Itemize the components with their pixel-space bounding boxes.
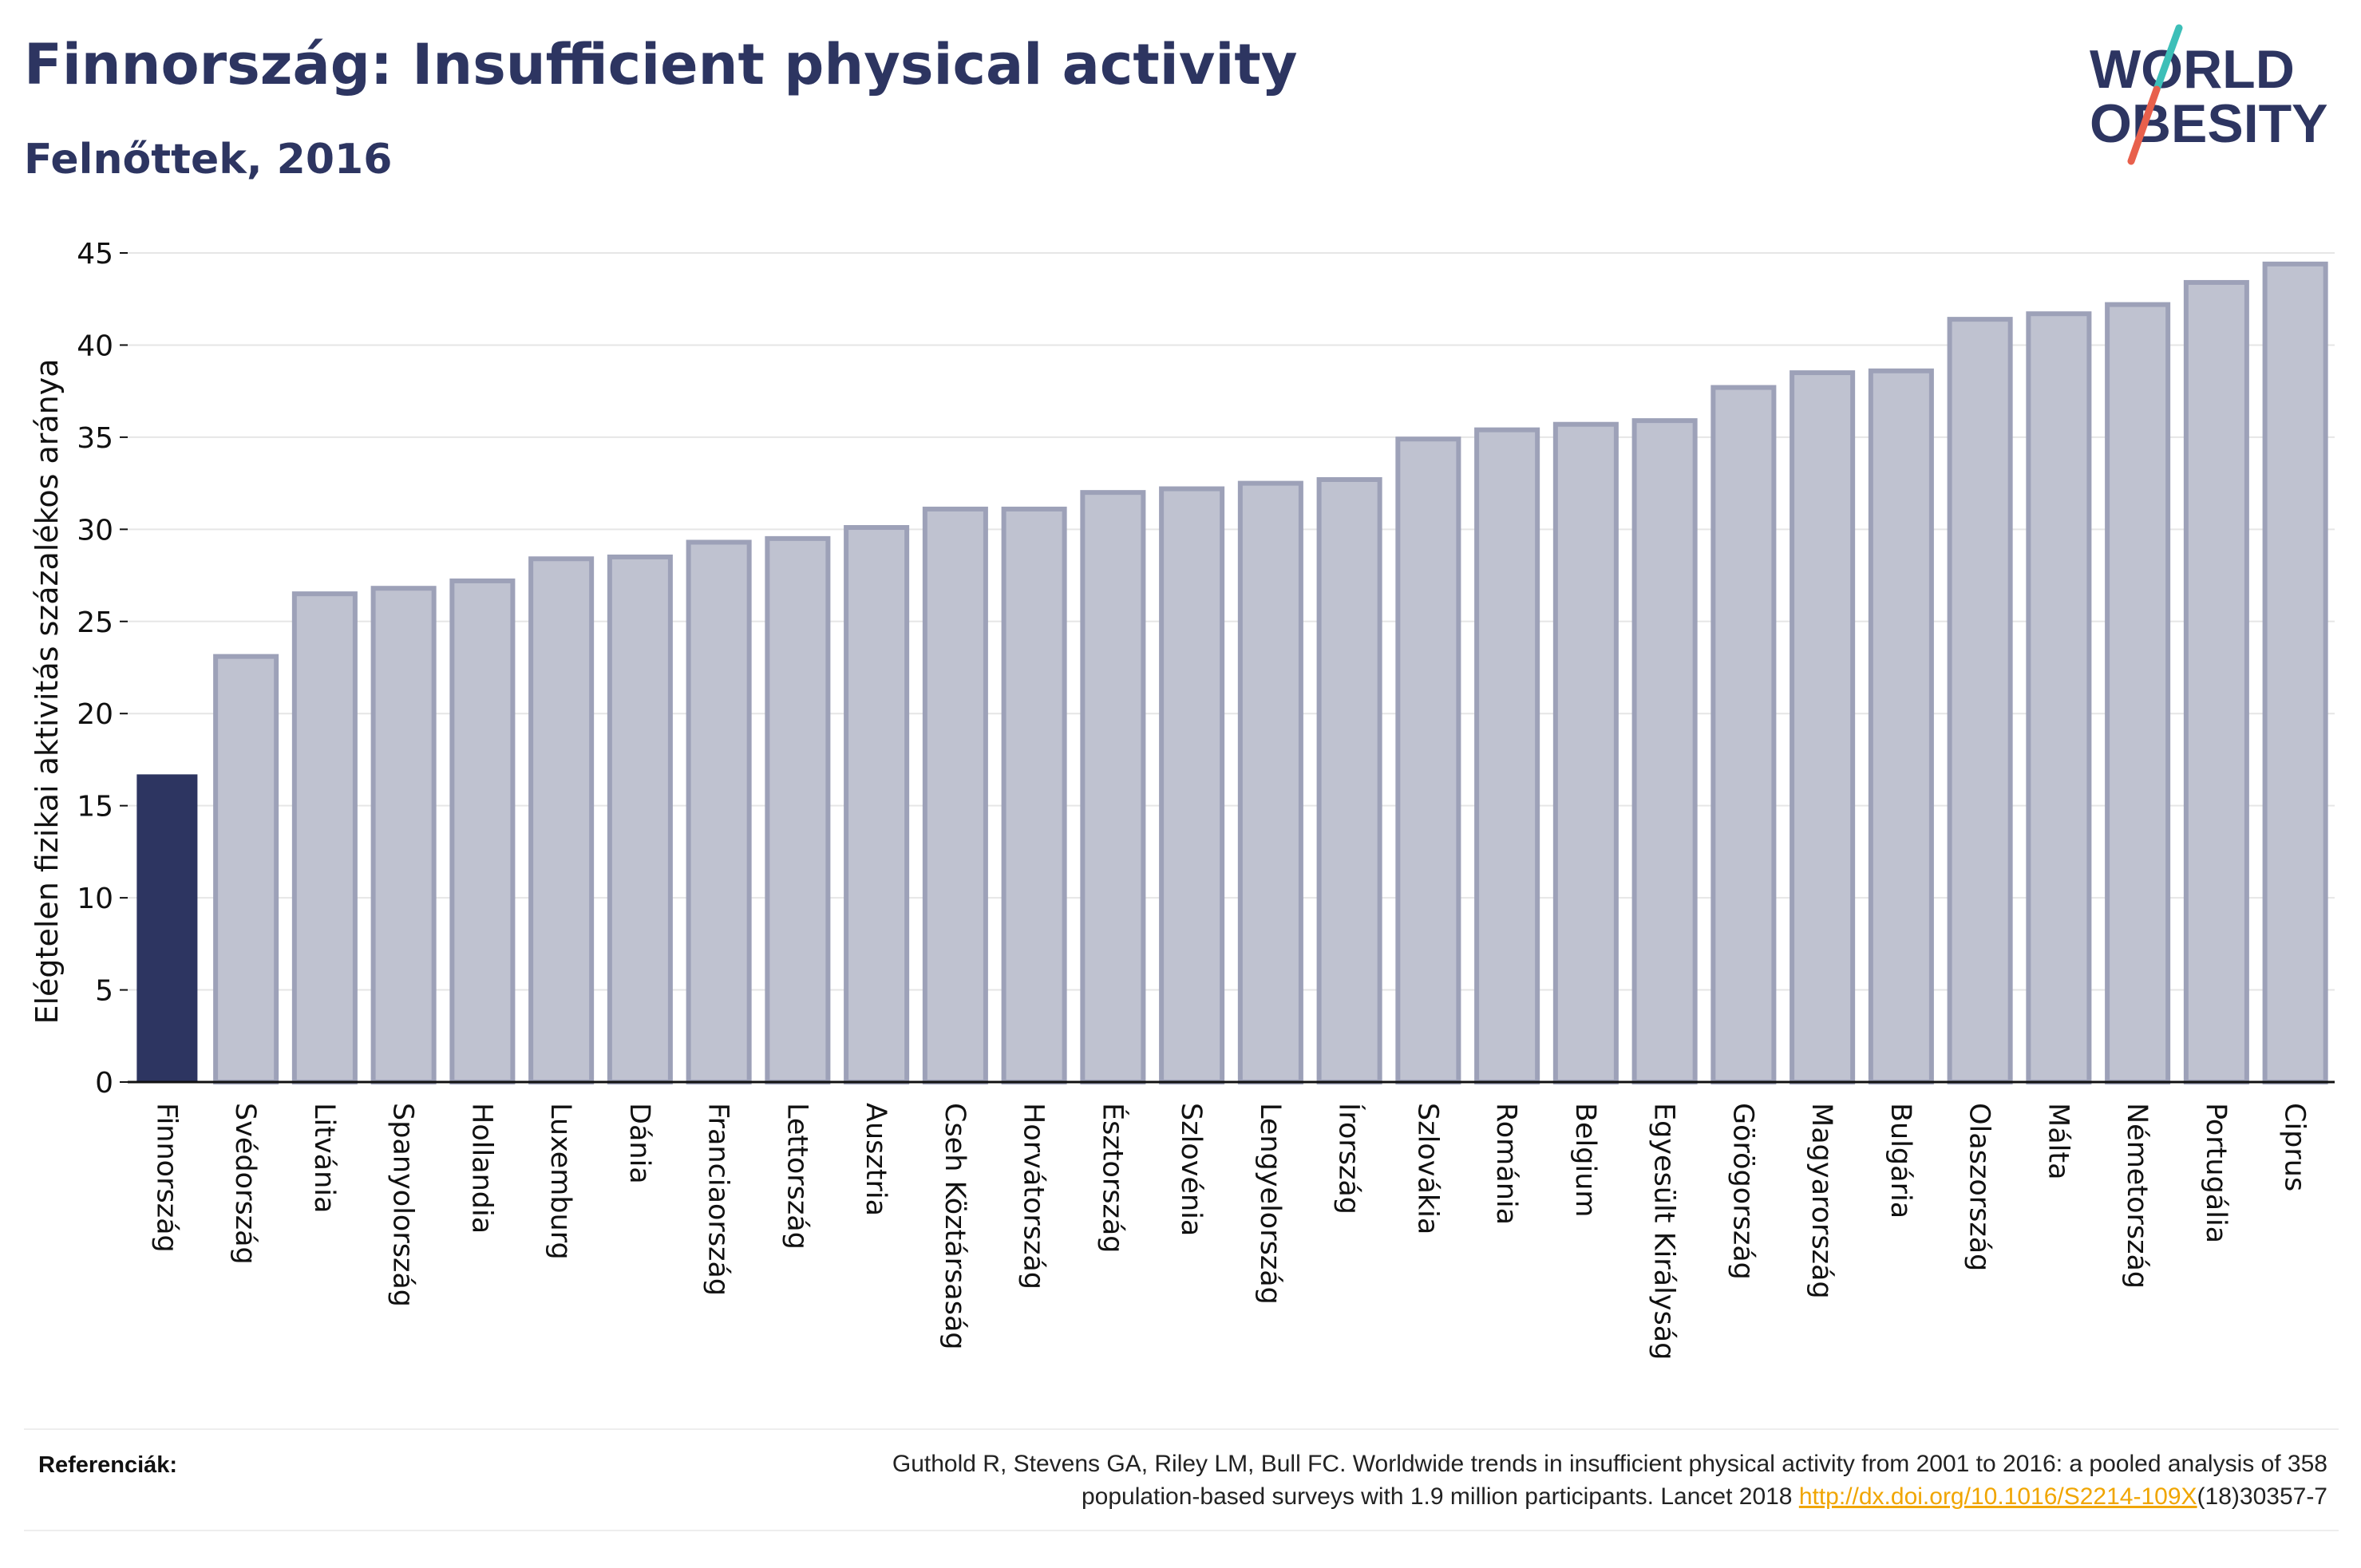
bar	[1001, 506, 1067, 1084]
bar	[686, 539, 752, 1084]
x-tick-label: Észtország	[1096, 1103, 1129, 1254]
bar	[1080, 490, 1146, 1084]
y-tick-label: 30	[77, 514, 113, 547]
reference-line-1: Guthold R, Stevens GA, Riley LM, Bull FC…	[892, 1451, 2327, 1477]
bar	[370, 586, 437, 1084]
y-tick-label: 5	[95, 975, 113, 1008]
logo-text-world: WORLD	[2090, 39, 2295, 100]
bars	[136, 261, 2328, 1085]
y-tick-label: 0	[95, 1067, 113, 1100]
bar	[922, 506, 988, 1084]
bar	[2105, 302, 2171, 1085]
x-tick-label: Franciaország	[702, 1103, 734, 1296]
bar	[1868, 368, 1934, 1085]
x-tick-label: Magyarország	[1805, 1103, 1837, 1299]
bar	[1552, 421, 1619, 1084]
x-tick-label: Finnország	[150, 1103, 182, 1253]
x-tick-label: Horvátország	[1018, 1103, 1050, 1290]
x-tick-label: Portugália	[2200, 1103, 2232, 1243]
bar	[291, 591, 358, 1084]
bar	[1395, 436, 1461, 1085]
x-tick-label: Bulgária	[1884, 1103, 1916, 1218]
y-tick-label: 25	[77, 606, 113, 639]
bar	[1316, 476, 1382, 1084]
x-tick-label: Dánia	[623, 1103, 655, 1184]
bar	[844, 525, 910, 1085]
references-label: Referenciák:	[38, 1452, 178, 1478]
x-tick-label: Lengyelország	[1254, 1103, 1286, 1305]
x-axis-labels: Finnország Svédország Litvánia Spanyolorszá…	[150, 1103, 2310, 1360]
bar	[1947, 317, 2013, 1084]
x-tick-label: Szlovénia	[1175, 1103, 1207, 1236]
bar	[607, 554, 673, 1084]
y-axis-ticks: 0 5 10 15 20 25 30 35 40 45	[77, 238, 128, 1100]
bar	[449, 578, 516, 1084]
chart-title: Finnország: Insufficient physical activi…	[24, 32, 1298, 97]
chart-subtitle: Felnőttek, 2016	[24, 136, 393, 184]
bar	[136, 774, 198, 1082]
bar	[1159, 486, 1225, 1084]
x-tick-label: Lettország	[781, 1103, 813, 1250]
x-tick-label: Málta	[2042, 1103, 2074, 1180]
references-footer: Referenciák: Guthold R, Stevens GA, Rile…	[24, 1428, 2339, 1531]
x-tick-label: Litvánia	[308, 1103, 340, 1213]
bar	[213, 654, 279, 1084]
y-tick-label: 10	[77, 883, 113, 915]
logo-slash-bottom	[2127, 85, 2161, 165]
y-tick-label: 45	[77, 238, 113, 271]
y-tick-label: 20	[77, 698, 113, 731]
x-tick-label: Ciprus	[2279, 1103, 2311, 1191]
bar	[2262, 261, 2328, 1084]
bar	[1631, 418, 1698, 1084]
bar	[528, 556, 595, 1084]
x-tick-label: Egyesült Királyság	[1648, 1103, 1680, 1360]
reference-citation: Guthold R, Stevens GA, Riley LM, Bull FC…	[611, 1448, 2327, 1513]
logo-text-obesity: OBESITY	[2090, 93, 2328, 154]
bar-chart: 0 5 10 15 20 25 30 35 40 45 Finnország Svédország L…	[30, 238, 2335, 1360]
bar	[2026, 311, 2092, 1084]
x-tick-label: Szlovákia	[1411, 1103, 1443, 1234]
x-tick-label: Görögország	[1726, 1103, 1758, 1280]
x-tick-label: Írország	[1333, 1103, 1366, 1215]
x-tick-label: Hollandia	[465, 1103, 497, 1234]
x-tick-label: Cseh Köztársaság	[939, 1103, 971, 1350]
x-tick-label: Németország	[2121, 1103, 2153, 1289]
x-tick-label: Belgium	[1569, 1103, 1601, 1218]
logo-slash-top	[2153, 24, 2183, 93]
world-obesity-logo: WORLD OBESITY	[2090, 24, 2328, 165]
y-tick-label: 40	[77, 330, 113, 362]
x-tick-label: Svédország	[229, 1103, 261, 1265]
reference-line-2: population-based surveys with 1.9 millio…	[1081, 1483, 1799, 1510]
y-tick-label: 15	[77, 791, 113, 823]
bar	[1474, 427, 1540, 1084]
x-tick-label: Románia	[1490, 1103, 1522, 1225]
bar	[2183, 279, 2249, 1085]
x-tick-label: Ausztria	[860, 1103, 892, 1216]
reference-line-3: (18)30357-7	[2197, 1483, 2327, 1510]
bar	[1237, 480, 1303, 1085]
bar	[765, 535, 831, 1084]
x-tick-label: Luxemburg	[544, 1103, 576, 1260]
y-tick-label: 35	[77, 422, 113, 455]
bar	[1710, 385, 1777, 1084]
bar	[1790, 370, 1856, 1085]
y-axis-title: Elégtelen fizikai aktivitás százalékos a…	[30, 358, 65, 1024]
reference-doi-link[interactable]: http://dx.doi.org/10.1016/S2214-109X	[1798, 1483, 2197, 1510]
x-tick-label: Spanyolország	[387, 1103, 419, 1307]
x-tick-label: Olaszország	[1964, 1103, 1995, 1271]
